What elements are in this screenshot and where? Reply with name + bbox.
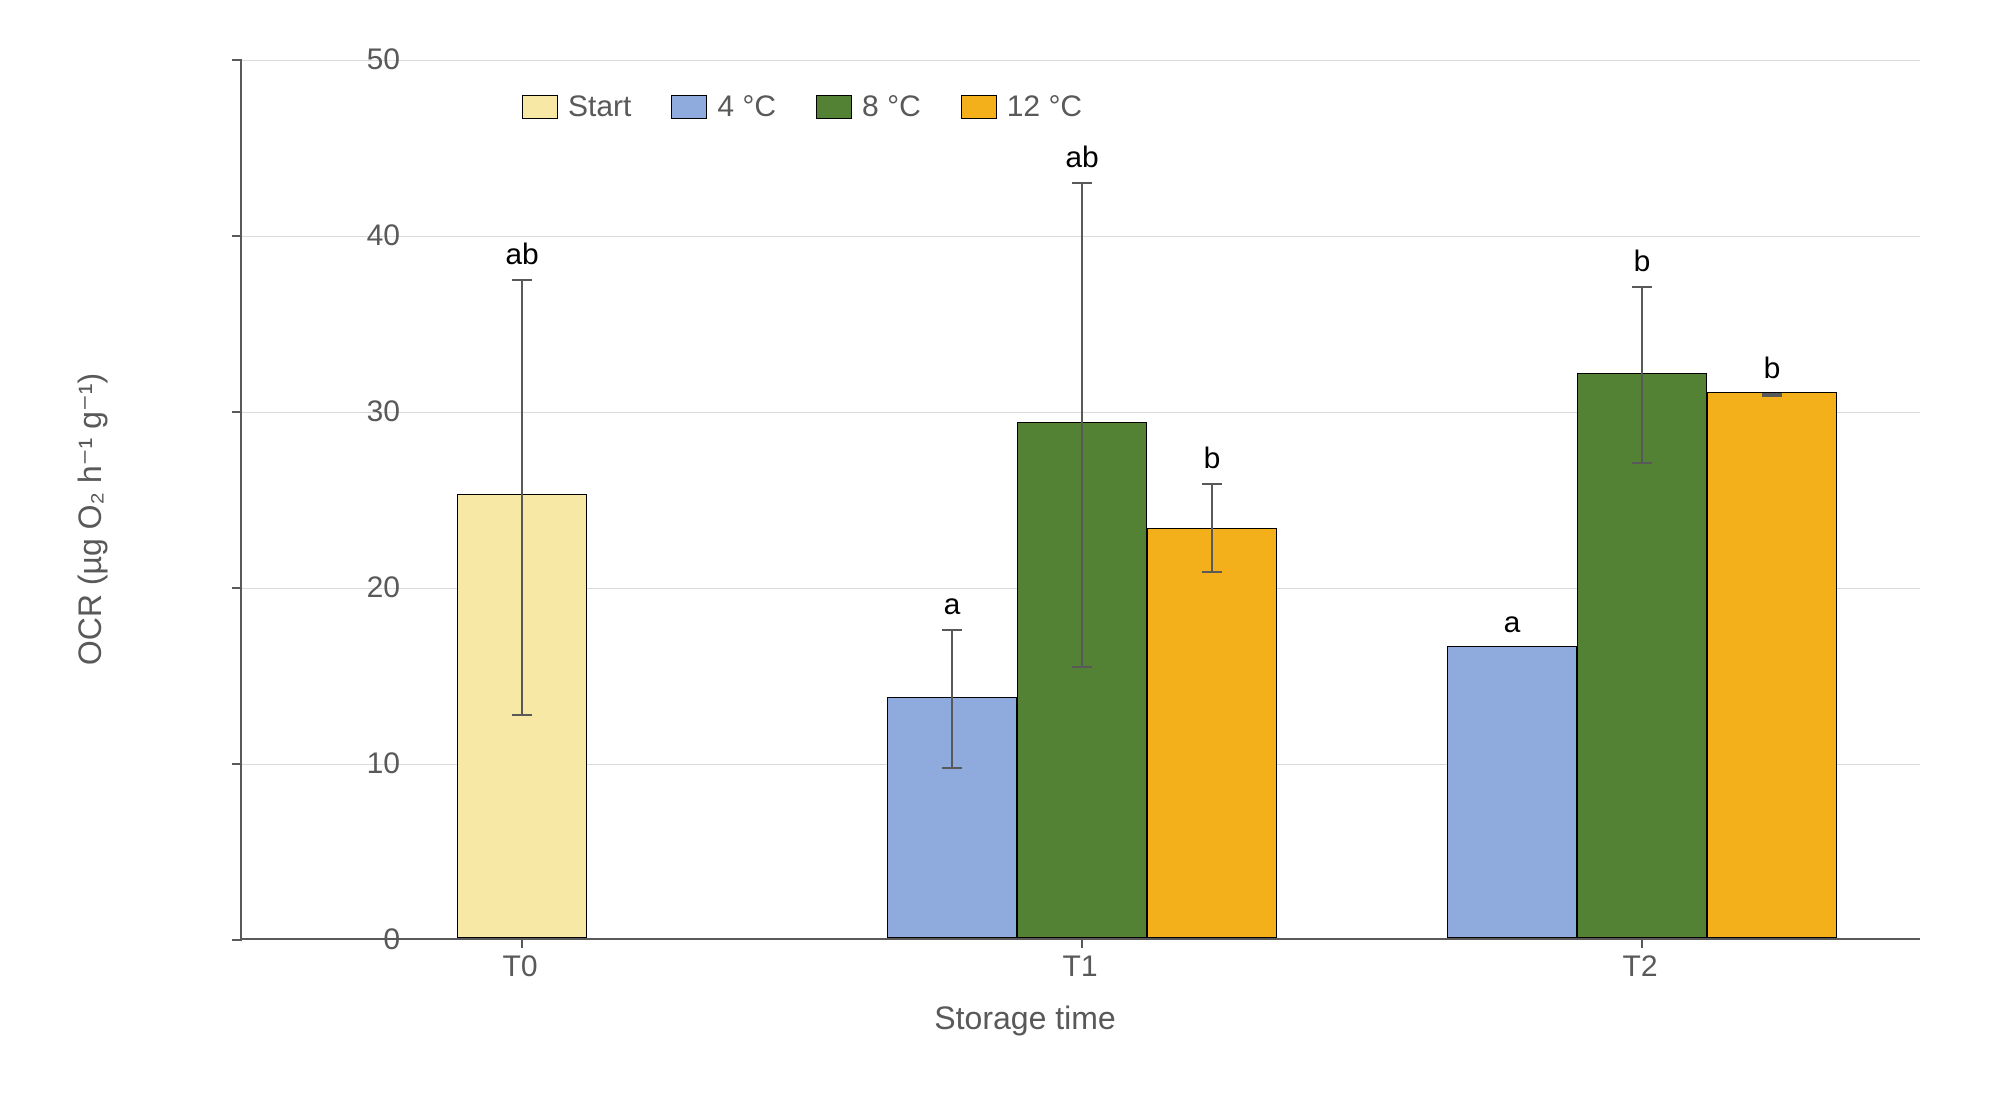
y-tick-label: 50 xyxy=(340,43,400,77)
legend-swatch xyxy=(522,95,558,119)
x-tick-label: T0 xyxy=(502,950,537,984)
y-tick xyxy=(232,939,242,941)
x-tick-label: T1 xyxy=(1062,950,1097,984)
error-cap xyxy=(1762,395,1782,397)
y-tick-label: 20 xyxy=(340,571,400,605)
error-cap xyxy=(942,629,962,631)
error-cap xyxy=(1072,182,1092,184)
x-axis-label: Storage time xyxy=(934,1000,1115,1037)
y-tick xyxy=(232,59,242,61)
error-cap xyxy=(1632,286,1652,288)
y-tick-label: 10 xyxy=(340,747,400,781)
gridline xyxy=(242,60,1920,61)
x-tick xyxy=(1641,938,1643,948)
error-cap xyxy=(1632,462,1652,464)
y-axis-label: OCR (µg O₂ h⁻¹ g⁻¹) xyxy=(71,373,109,665)
significance-label: ab xyxy=(505,238,538,272)
bar xyxy=(1447,646,1577,938)
error-bar xyxy=(1081,183,1083,667)
y-tick xyxy=(232,763,242,765)
error-bar xyxy=(521,280,523,715)
legend-label: 8 °C xyxy=(862,90,921,124)
y-tick xyxy=(232,235,242,237)
error-bar xyxy=(1641,287,1643,463)
legend-item: Start xyxy=(522,90,631,124)
legend-swatch xyxy=(671,95,707,119)
bar xyxy=(1147,528,1277,938)
legend-swatch xyxy=(961,95,997,119)
error-cap xyxy=(942,767,962,769)
error-cap xyxy=(512,714,532,716)
x-tick-label: T2 xyxy=(1622,950,1657,984)
legend-label: 4 °C xyxy=(717,90,776,124)
significance-label: a xyxy=(944,588,961,622)
ocr-bar-chart: OCR (µg O₂ h⁻¹ g⁻¹) Storage time Start4 … xyxy=(100,40,1950,1060)
legend-item: 12 °C xyxy=(961,90,1082,124)
y-tick xyxy=(232,411,242,413)
significance-label: a xyxy=(1504,606,1521,640)
x-tick xyxy=(521,938,523,948)
error-cap xyxy=(512,279,532,281)
legend-label: 12 °C xyxy=(1007,90,1082,124)
plot-area: Start4 °C8 °C12 °C abaabbabb xyxy=(240,60,1920,940)
error-cap xyxy=(1072,666,1092,668)
significance-label: b xyxy=(1204,442,1221,476)
legend-item: 4 °C xyxy=(671,90,776,124)
legend: Start 4 °C 8 °C 12 °C xyxy=(522,90,1082,124)
y-tick-label: 40 xyxy=(340,219,400,253)
x-tick xyxy=(1081,938,1083,948)
y-tick xyxy=(232,587,242,589)
error-cap xyxy=(1202,571,1222,573)
y-tick-label: 30 xyxy=(340,395,400,429)
legend-swatch xyxy=(816,95,852,119)
bar xyxy=(1707,392,1837,938)
significance-label: ab xyxy=(1065,141,1098,175)
significance-label: b xyxy=(1764,352,1781,386)
error-bar xyxy=(951,630,953,767)
significance-label: b xyxy=(1634,245,1651,279)
error-bar xyxy=(1211,484,1213,572)
y-tick-label: 0 xyxy=(340,923,400,957)
legend-label: Start xyxy=(568,90,631,124)
error-cap xyxy=(1202,483,1222,485)
legend-item: 8 °C xyxy=(816,90,921,124)
